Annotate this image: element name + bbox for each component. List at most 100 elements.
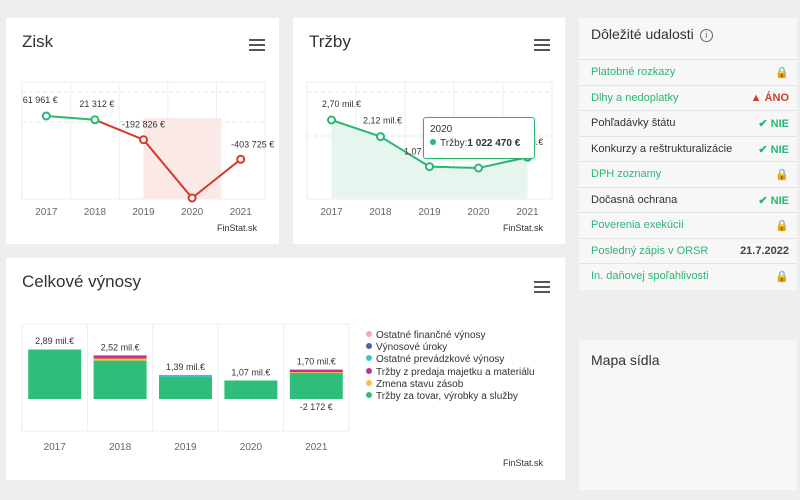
legend-item[interactable]: Výnosové úroky: [366, 342, 535, 354]
event-row: Dočasná ochrana ✔ NIE: [579, 186, 797, 213]
zisk-data-label: 21 312 €: [79, 99, 114, 109]
events-title: Dôležité udalosti i: [591, 26, 713, 42]
map-panel: Mapa sídla: [579, 340, 797, 490]
tooltip-label: Tržby:: [440, 138, 468, 149]
vynosy-bar-segment: [93, 358, 147, 361]
event-row[interactable]: DPH zoznamy 🔒: [579, 161, 797, 187]
legend-item[interactable]: Tržby za tovar, výrobky a služby: [366, 391, 535, 403]
legend-dot-icon: [366, 392, 372, 399]
event-row[interactable]: Posledný zápis v ORSR 21.7.2022: [579, 237, 797, 264]
trzby-point: [474, 163, 483, 173]
legend-label: Zmena stavu zásob: [376, 378, 464, 390]
zisk-x-tick-label: 2017: [35, 207, 58, 218]
event-status: 21.7.2022: [740, 244, 789, 257]
zisk-x-tick-label: 2020: [181, 207, 204, 218]
vynosy-x-tick-label: 2020: [240, 442, 263, 453]
zisk-card: Zisk 61 961 € 21 312 € -192 826 € -403 725 …: [6, 18, 279, 244]
legend-dot-icon: [366, 343, 372, 350]
legend-label: Ostatné prevádzkové výnosy: [376, 354, 505, 366]
zisk-chart: 61 961 € 21 312 € -192 826 € -403 725 € 2017…: [21, 81, 274, 218]
legend-dot-icon: [366, 331, 372, 337]
trzby-point: [376, 132, 385, 142]
event-row[interactable]: Platobné rozkazy 🔒: [579, 59, 797, 85]
vynosy-total-label: 2,89 mil.€: [35, 336, 74, 346]
vynosy-total-label: 1,07 mil.€: [231, 367, 270, 377]
event-label[interactable]: Posledný zápis v ORSR: [591, 244, 709, 257]
vynosy-bar-segment: [28, 349, 82, 399]
vynosy-x-tick-label: 2021: [305, 442, 328, 453]
zisk-series-line: [142, 139, 193, 199]
zisk-menu-icon[interactable]: [249, 39, 265, 51]
legend-dot-icon: [366, 355, 372, 362]
trzby-data-label: il.€: [532, 137, 544, 147]
event-label[interactable]: DPH zoznamy: [591, 168, 662, 180]
event-label[interactable]: Platobné rozkazy: [591, 66, 676, 78]
vynosy-menu-icon[interactable]: [534, 281, 550, 293]
event-row[interactable]: In. daňovej spoľahlivosti 🔒: [579, 263, 797, 289]
legend-label: Tržby z predaja majetku a materiálu: [376, 366, 535, 378]
legend-item[interactable]: Ostatné finančné výnosy: [366, 330, 535, 342]
zisk-point: [236, 154, 246, 164]
vynosy-bar-segment: [93, 360, 147, 399]
vynosy-bar-segment: [289, 372, 343, 374]
vynosy-x-tick-label: 2018: [109, 442, 132, 453]
event-row: Pohľadávky štátu ✔ NIE: [579, 110, 797, 136]
zisk-data-label: -192 826 €: [122, 120, 165, 130]
vynosy-chart: 2,89 mil.€ 2017 2,52 mil.€ 2018 1,39 mil.€ 20…: [21, 323, 350, 453]
vynosy-bar-segment: [159, 377, 212, 399]
zisk-series-line: [94, 118, 144, 141]
trzby-tooltip: 2020 Tržby:1 022 470 €: [423, 117, 535, 159]
vynosy-bar-segment: [289, 373, 343, 399]
trzby-title: Tržby: [309, 32, 351, 51]
event-status: ▲ ÁNO: [750, 91, 789, 104]
lock-icon: 🔒: [775, 220, 789, 232]
event-label[interactable]: Poverenia exekúcií: [591, 219, 684, 231]
zisk-series-line: [46, 115, 95, 121]
trzby-menu-icon[interactable]: [534, 39, 550, 51]
event-label[interactable]: Dlhy a nedoplatky: [591, 91, 679, 104]
tooltip-year: 2020: [430, 124, 453, 135]
trzby-point: [425, 162, 434, 172]
zisk-brand: FinStat.sk: [217, 223, 258, 233]
trzby-data-label: 2,70 mil.€: [322, 99, 361, 109]
zisk-data-label: 61 961 €: [23, 95, 58, 105]
zisk-data-label: -403 725 €: [231, 139, 274, 149]
zisk-point: [90, 115, 100, 125]
event-label: Pohľadávky štátu: [591, 117, 676, 129]
event-row[interactable]: Dlhy a nedoplatky ▲ ÁNO: [579, 84, 797, 111]
legend-label: Tržby za tovar, výrobky a služby: [376, 391, 518, 403]
map-title: Mapa sídla: [591, 352, 660, 368]
legend-item[interactable]: Ostatné prevádzkové výnosy: [366, 354, 535, 366]
vynosy-bar-segment: [93, 355, 147, 359]
info-icon[interactable]: i: [699, 29, 713, 42]
event-label[interactable]: In. daňovej spoľahlivosti: [591, 270, 709, 282]
legend-label: Ostatné finančné výnosy: [376, 330, 486, 341]
vynosy-negative-label: -2 172 €: [300, 402, 333, 412]
trzby-x-tick-label: 2018: [369, 207, 392, 218]
zisk-series-line: [191, 158, 242, 199]
vynosy-bar-segment: [28, 349, 82, 350]
event-row: Konkurzy a reštrukturalizácie ✔ NIE: [579, 135, 797, 162]
tooltip-value: 1 022 470 €: [467, 138, 521, 149]
vynosy-card: Celkové výnosy 2,89 mil.€ 2017 2,52 mil.€ 2…: [6, 258, 565, 480]
legend-dot-icon: [366, 367, 372, 374]
lock-icon: 🔒: [775, 169, 789, 181]
event-row[interactable]: Poverenia exekúcií 🔒: [579, 212, 797, 238]
vynosy-total-label: 1,39 mil.€: [166, 362, 205, 372]
zisk-point: [139, 135, 148, 145]
legend-dot-icon: [366, 379, 372, 386]
event-status: ✔ NIE: [758, 194, 789, 207]
trzby-brand: FinStat.sk: [503, 223, 544, 233]
vynosy-x-tick-label: 2019: [174, 442, 197, 453]
vynosy-bar-segment: [159, 374, 212, 378]
zisk-point: [187, 193, 197, 203]
vynosy-brand: FinStat.sk: [503, 458, 544, 468]
vynosy-bar-segment: [224, 380, 278, 399]
legend-item[interactable]: Zmena stavu zásob: [366, 379, 535, 391]
tooltip-value-line: Tržby:1 022 470 €: [430, 138, 520, 149]
zisk-title: Zisk: [22, 32, 54, 51]
vynosy-total-label: 2,52 mil.€: [101, 342, 140, 352]
trzby-x-tick-label: 2020: [467, 207, 490, 218]
legend-item[interactable]: Tržby z predaja majetku a materiálu: [366, 367, 535, 379]
events-title-text: Dôležité udalosti: [591, 26, 694, 42]
